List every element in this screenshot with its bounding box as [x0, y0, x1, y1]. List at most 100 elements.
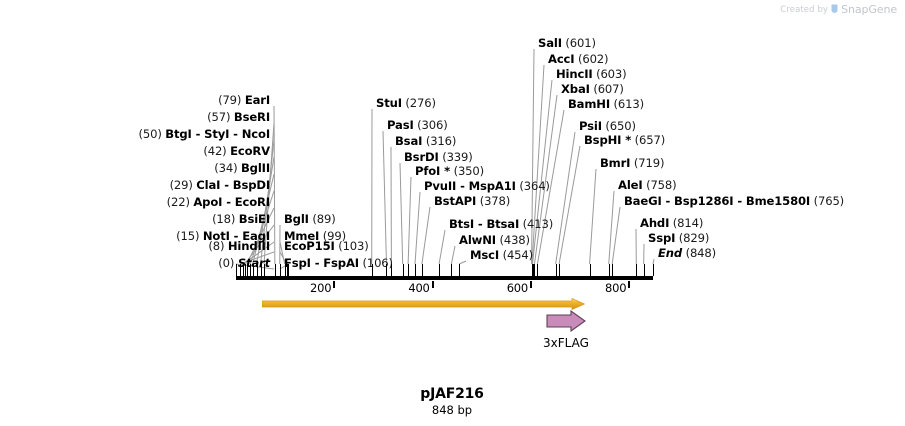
restriction-site-label[interactable]: BglI (89) [284, 213, 336, 226]
enzyme-name: BtgI [165, 127, 192, 141]
restriction-site-label[interactable]: PfoI * (350) [415, 165, 484, 178]
restriction-site-label[interactable]: BaeGI - Bsp1286I - Bme1580I (765) [624, 195, 844, 208]
site-position: (306) [413, 118, 448, 132]
enzyme-name: SalI [538, 36, 562, 50]
site-tick [422, 264, 423, 276]
restriction-site-label[interactable]: BtsI - BtsaI (413) [449, 218, 553, 231]
ruler-tick-label: 400 [408, 281, 430, 295]
site-position: (602) [574, 52, 609, 66]
site-tick [408, 264, 409, 276]
enzyme-separator: - [222, 195, 235, 209]
restriction-site-label[interactable]: (22) ApoI - EcoRI [167, 195, 271, 209]
restriction-site-label[interactable]: BsaI (316) [395, 135, 456, 148]
ruler-tick [431, 281, 434, 288]
enzyme-name: AccI [548, 52, 575, 66]
site-position: (613) [610, 97, 645, 111]
leader-line [450, 245, 456, 265]
site-tick [236, 264, 237, 276]
enzyme-name: MscI [470, 248, 500, 262]
site-position: (57) [207, 110, 234, 124]
restriction-site-label[interactable]: (42) EcoRV [203, 145, 270, 158]
restriction-site-label[interactable]: PasI (306) [387, 119, 448, 132]
restriction-site-label[interactable]: (34) BglII [214, 162, 270, 175]
restriction-site-label[interactable]: (8) HindIII [208, 240, 270, 253]
site-position: (438) [495, 233, 530, 247]
restriction-site-label[interactable]: SspI (829) [648, 232, 709, 245]
restriction-site-label[interactable]: AhdI (814) [640, 217, 703, 230]
site-tick [287, 264, 288, 276]
restriction-site-label[interactable]: AccI (602) [548, 52, 609, 66]
restriction-site-label[interactable]: (79) EarI [218, 94, 270, 107]
site-position: (99) [319, 229, 346, 243]
leader-line [532, 79, 553, 265]
enzyme-name: EagI [242, 229, 270, 243]
restriction-site-label[interactable]: AleI (758) [618, 179, 677, 192]
site-tick [257, 264, 258, 276]
restriction-site-label[interactable]: MscI (454) [470, 249, 533, 262]
enzyme-name: MspA1I [468, 179, 516, 193]
site-tick [386, 264, 387, 276]
enzyme-name: BamHI [568, 97, 611, 111]
ruler-tick-label: 600 [506, 281, 529, 295]
enzyme-name: EcoRI [234, 195, 270, 209]
enzyme-separator: - [456, 179, 469, 193]
restriction-site-label[interactable]: StuI (276) [376, 97, 436, 110]
enzyme-name: BmrI [600, 156, 631, 170]
restriction-site-label[interactable]: BmrI (719) [600, 157, 664, 170]
site-position: (719) [630, 156, 665, 170]
enzyme-name: SspI [648, 231, 676, 245]
restriction-site-label[interactable]: EcoP15I (103) [284, 240, 369, 253]
site-tick [559, 264, 560, 276]
enzyme-separator: - [474, 217, 487, 231]
restriction-site-label[interactable]: MmeI (99) [284, 230, 346, 243]
leader-line [273, 105, 276, 265]
site-position: (18) [212, 212, 239, 226]
enzyme-separator: - [733, 194, 746, 208]
enzyme-name: PasI [387, 118, 414, 132]
enzyme-name: ClaI [196, 178, 221, 192]
enzyme-name: FspAI [323, 256, 359, 270]
restriction-site-label[interactable]: BspHI * (657) [584, 134, 665, 147]
restriction-site-label[interactable]: (18) BsiEI [212, 213, 270, 226]
enzyme-name: BtsaI [486, 217, 520, 231]
enzyme-name: StyI [204, 127, 230, 141]
site-tick [285, 264, 286, 276]
site-position: (848) [682, 246, 717, 260]
site-tick [264, 264, 265, 276]
restriction-site-label[interactable]: (50) BtgI - StyI - NcoI [139, 127, 271, 141]
restriction-site-label[interactable]: (29) ClaI - BspDI [170, 178, 271, 192]
site-position: (829) [675, 231, 710, 245]
restriction-site-label[interactable]: HincII (603) [556, 68, 627, 81]
snapgene-watermark: Created by SnapGene [780, 3, 897, 16]
enzyme-name: BspDI [232, 178, 270, 192]
restriction-site-label[interactable]: PsiI (650) [579, 120, 636, 133]
site-position: (15) [176, 229, 203, 243]
restriction-site-label[interactable]: (57) BseRI [207, 111, 270, 124]
site-tick [644, 264, 645, 276]
restriction-site-label[interactable]: AlwNI (438) [459, 234, 530, 247]
enzyme-name: NcoI [241, 127, 270, 141]
site-position: (364) [515, 179, 550, 193]
ruler-tick-label: 200 [309, 281, 332, 295]
restriction-site-label[interactable]: (0) Start [218, 257, 270, 270]
site-position: (276) [401, 96, 436, 110]
orf-feature-arrow[interactable] [262, 298, 585, 310]
site-position: (454) [499, 248, 534, 262]
site-tick [533, 264, 534, 276]
restriction-site-label[interactable]: XbaI (607) [561, 83, 624, 96]
restriction-site-label[interactable]: BamHI (613) [568, 98, 644, 111]
restriction-site-label[interactable]: End (848) [658, 247, 716, 260]
site-tick [245, 264, 246, 276]
3xflag-feature-arrow[interactable] [546, 310, 586, 332]
restriction-site-label[interactable]: BsrDI (339) [404, 151, 473, 164]
site-tick [439, 264, 440, 276]
restriction-site-label[interactable]: BstAPI (378) [434, 195, 510, 208]
restriction-site-label[interactable]: PvuII - MspA1I (364) [424, 180, 550, 193]
site-tick [261, 264, 262, 276]
restriction-site-label[interactable]: SalI (601) [538, 37, 596, 50]
enzyme-name: NotI [202, 229, 230, 243]
restriction-site-label[interactable]: FspI - FspAI (106) [284, 257, 393, 270]
restriction-site-label[interactable]: (15) NotI - EagI [176, 230, 270, 243]
